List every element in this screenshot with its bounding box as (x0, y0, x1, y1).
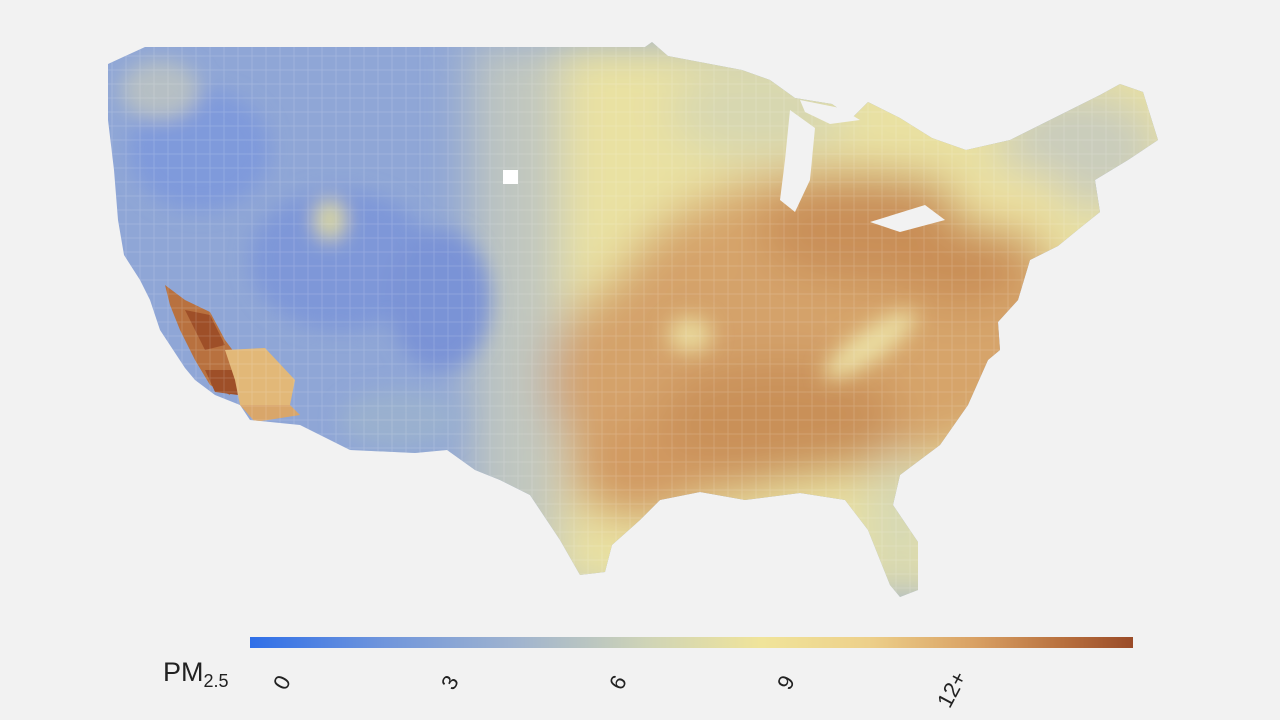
map-fill-layer (108, 42, 1158, 597)
lake-erie (870, 205, 945, 232)
no-data-cell (503, 170, 518, 184)
lake-michigan (780, 110, 815, 212)
legend-title-main: PM (163, 657, 204, 687)
legend-title: PM2.5 (163, 657, 229, 692)
lake-superior (800, 100, 860, 124)
legend-colorbar (250, 637, 1133, 648)
legend-title-subscript: 2.5 (203, 671, 229, 691)
